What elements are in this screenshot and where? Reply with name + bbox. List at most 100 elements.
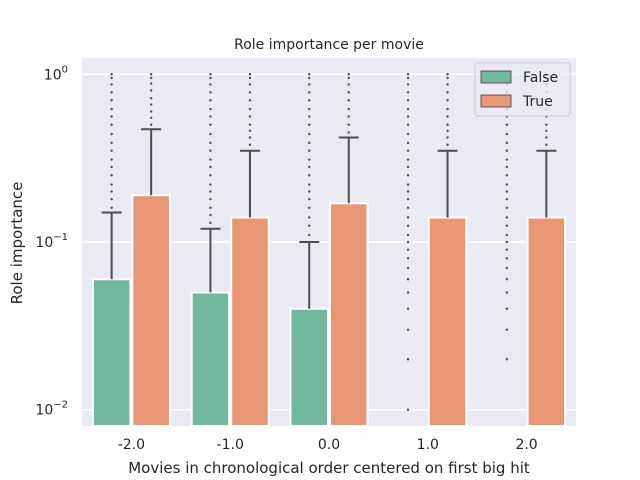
x-tick-label: 2.0 [515, 437, 537, 453]
y-tick-label: 10−2 [35, 400, 68, 419]
outlier-point [110, 197, 113, 201]
outlier-point [406, 278, 410, 281]
outlier-point [110, 83, 113, 86]
outlier-point [209, 123, 212, 126]
y-axis-label: Role importance [8, 182, 26, 305]
outlier-point [505, 307, 509, 310]
outlier-point [308, 76, 311, 80]
outlier-point [248, 123, 252, 126]
outlier-point [308, 183, 311, 186]
y-tick-label: 10−1 [35, 232, 68, 251]
outlier-point [209, 76, 212, 80]
x-tick-label: -1.0 [217, 437, 244, 453]
outlier-point [308, 233, 311, 237]
outlier-point [406, 107, 410, 111]
outlier-point [505, 358, 509, 361]
outlier-point [149, 116, 153, 120]
x-tick-label: 0.0 [318, 437, 340, 453]
outlier-point [545, 136, 548, 139]
outlier-point [446, 123, 449, 126]
outlier-point [505, 224, 509, 227]
outlier-point [308, 165, 311, 169]
outlier-point [209, 213, 212, 217]
outlier-point [505, 216, 509, 219]
bar-true [230, 216, 270, 427]
outlier-point [149, 96, 153, 100]
outlier-point [110, 183, 113, 186]
outlier-point [406, 248, 410, 251]
outlier-point [209, 149, 212, 152]
outlier-point [406, 123, 410, 126]
outlier-point [149, 103, 153, 106]
outlier-point [406, 141, 410, 145]
outlier-point [110, 132, 113, 136]
outlier-point [505, 123, 509, 126]
outlier-point [406, 115, 410, 118]
outlier-point [406, 99, 410, 102]
outlier-point [446, 91, 449, 94]
outlier-point [209, 190, 212, 193]
bar-true [526, 216, 567, 427]
legend-swatch-true [480, 94, 512, 108]
outlier-point [308, 107, 311, 111]
outlier-point [209, 91, 212, 94]
outlier-point [347, 76, 350, 80]
outlier-point [308, 224, 311, 227]
outlier-point [505, 328, 509, 331]
outlier-point [149, 123, 153, 126]
outlier-point [406, 73, 410, 76]
outlier-point [347, 131, 350, 134]
outlier-point [308, 73, 311, 76]
outlier-point [110, 91, 113, 94]
outlier-point [248, 115, 252, 118]
outlier-point [308, 149, 311, 152]
outlier-point [505, 165, 509, 169]
outlier-point [308, 206, 311, 209]
outlier-point [248, 91, 252, 94]
outlier-point [347, 99, 350, 102]
outlier-point [505, 240, 509, 244]
outlier-point [505, 141, 509, 145]
outlier-point [406, 257, 410, 260]
outlier-point [545, 143, 548, 146]
outlier-point [406, 190, 410, 193]
outlier-point [505, 291, 509, 294]
outlier-point [110, 174, 113, 177]
outlier-point [209, 99, 212, 102]
outlier-point [505, 233, 509, 237]
outlier-point [110, 123, 113, 126]
outlier-point [406, 149, 410, 152]
outlier-point [505, 197, 509, 201]
outlier-point [149, 89, 153, 92]
outlier-point [308, 158, 311, 161]
y-tick-labels: 10−2 10−1 100 [35, 64, 68, 418]
outlier-point [248, 143, 252, 146]
legend-label-true: True [522, 94, 553, 110]
outlier-point [308, 197, 311, 201]
outlier-point [308, 123, 311, 126]
outlier-point [110, 206, 113, 209]
outlier-point [406, 91, 410, 94]
outlier-point [406, 307, 410, 310]
outlier-point [110, 107, 113, 111]
outlier-point [505, 158, 509, 161]
outlier-point [308, 91, 311, 94]
outlier-point [248, 99, 252, 102]
outlier-point [406, 83, 410, 86]
outlier-point [446, 83, 449, 86]
outlier-point [110, 190, 113, 193]
outlier-point [209, 174, 212, 177]
outlier-point [545, 129, 548, 133]
outlier-point [308, 174, 311, 177]
whiskers [101, 128, 557, 309]
outlier-point [347, 73, 350, 76]
outlier-point [406, 266, 410, 270]
outlier-point [446, 76, 449, 80]
outlier-point [308, 141, 311, 145]
legend: False True [474, 62, 571, 117]
outlier-point [505, 278, 509, 281]
bar-false [190, 291, 231, 427]
outlier-point [209, 221, 212, 225]
outlier-point [209, 206, 212, 209]
chart-title: Role importance per movie [234, 37, 424, 53]
